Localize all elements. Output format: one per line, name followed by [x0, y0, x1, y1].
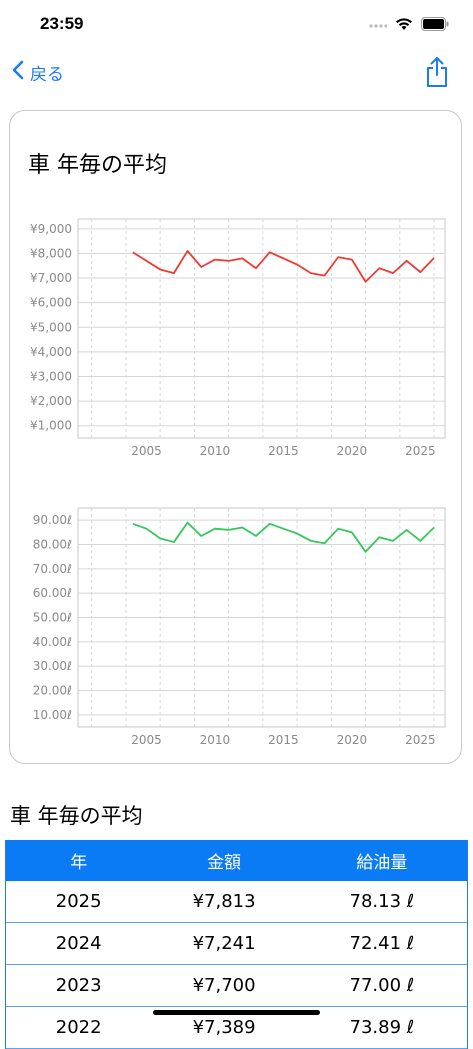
- y-tick-label: 50.00ℓ: [33, 611, 72, 625]
- status-icons: [369, 16, 449, 35]
- header-fuel: 給油量: [356, 853, 408, 873]
- x-tick-label: 2010: [200, 444, 231, 458]
- nav-bar: 戻る: [0, 56, 473, 96]
- y-tick-label: 40.00ℓ: [33, 635, 72, 649]
- y-tick-label: ¥7,000: [30, 271, 72, 285]
- y-tick-label: 30.00ℓ: [33, 659, 72, 673]
- x-tick-label: 2020: [337, 733, 368, 747]
- y-tick-label: ¥1,000: [30, 419, 72, 433]
- cell-amount: ¥7,813: [192, 891, 256, 912]
- header-year: 年: [70, 853, 88, 873]
- x-tick-label: 2010: [200, 733, 231, 747]
- x-tick-label: 2015: [268, 733, 299, 747]
- card-title: 車 年毎の平均: [28, 153, 167, 178]
- share-icon: [425, 57, 449, 92]
- table-header: 年 金額 給油量: [6, 840, 467, 881]
- cell-fuel: 77.00 ℓ: [349, 975, 415, 996]
- x-tick-label: 2015: [268, 444, 299, 458]
- table-row: 2023 ¥7,700 77.00 ℓ: [6, 965, 467, 1007]
- y-tick-label: ¥9,000: [30, 222, 72, 236]
- cell-year: 2024: [55, 933, 102, 954]
- plot-frame: [77, 218, 446, 439]
- share-button[interactable]: [425, 56, 449, 92]
- y-tick-label: 70.00ℓ: [33, 562, 72, 576]
- x-tick-label: 2020: [337, 444, 368, 458]
- y-tick-label: ¥2,000: [30, 394, 72, 408]
- series-line: [132, 250, 435, 283]
- series-line: [132, 521, 435, 553]
- y-tick-label: ¥4,000: [30, 345, 72, 359]
- cell-year: 2023: [55, 975, 102, 996]
- chevron-left-icon: [12, 60, 30, 85]
- signal-icon: [369, 16, 388, 35]
- y-tick-label: 80.00ℓ: [33, 538, 72, 552]
- y-tick-label: ¥5,000: [30, 320, 72, 334]
- cell-amount: ¥7,700: [192, 975, 256, 996]
- status-time: 23:59: [40, 14, 84, 33]
- cell-fuel: 72.41 ℓ: [349, 933, 415, 954]
- cell-fuel: 73.89 ℓ: [349, 1017, 415, 1038]
- y-tick-label: 20.00ℓ: [33, 684, 72, 698]
- charts-canvas: ¥1,000 ¥2,000 ¥3,000 ¥4,000 ¥5,000 ¥6,000 ¥7,0…: [30, 218, 446, 747]
- y-tick-label: ¥3,000: [30, 369, 72, 383]
- cell-amount: ¥7,389: [192, 1017, 256, 1038]
- back-button[interactable]: 戻る: [12, 60, 64, 85]
- cell-year: 2025: [55, 891, 102, 912]
- home-indicator: [153, 1010, 320, 1015]
- y-tick-label: ¥6,000: [30, 296, 72, 310]
- chart-card: 車 年毎の平均 ¥1,000 ¥2,000 ¥3,000 ¥4,000 ¥5,000 ¥6…: [9, 110, 462, 764]
- table-row: 2025 ¥7,813 78.13 ℓ: [6, 881, 467, 923]
- x-tick-label: 2005: [131, 733, 162, 747]
- y-tick-label: 60.00ℓ: [33, 586, 72, 600]
- table-row: 2024 ¥7,241 72.41 ℓ: [6, 923, 467, 965]
- section-title: 車 年毎の平均: [10, 804, 143, 828]
- cell-amount: ¥7,241: [192, 933, 256, 954]
- y-tick-label: ¥8,000: [30, 246, 72, 260]
- battery-icon: [421, 16, 449, 35]
- x-tick-label: 2025: [405, 444, 436, 458]
- y-tick-label: 90.00ℓ: [33, 513, 72, 527]
- header-amount: 金額: [207, 853, 242, 873]
- y-tick-label: 10.00ℓ: [33, 708, 72, 722]
- x-tick-label: 2025: [405, 733, 436, 747]
- status-bar: 23:59: [0, 0, 473, 50]
- cell-year: 2022: [55, 1017, 102, 1038]
- back-label: 戻る: [30, 65, 64, 85]
- yearly-average-table: 年 金額 給油量 2025 ¥7,813 78.13 ℓ 2024 ¥7,241…: [5, 840, 468, 1049]
- x-tick-label: 2005: [131, 444, 162, 458]
- cell-fuel: 78.13 ℓ: [349, 891, 415, 912]
- wifi-icon: [395, 16, 413, 35]
